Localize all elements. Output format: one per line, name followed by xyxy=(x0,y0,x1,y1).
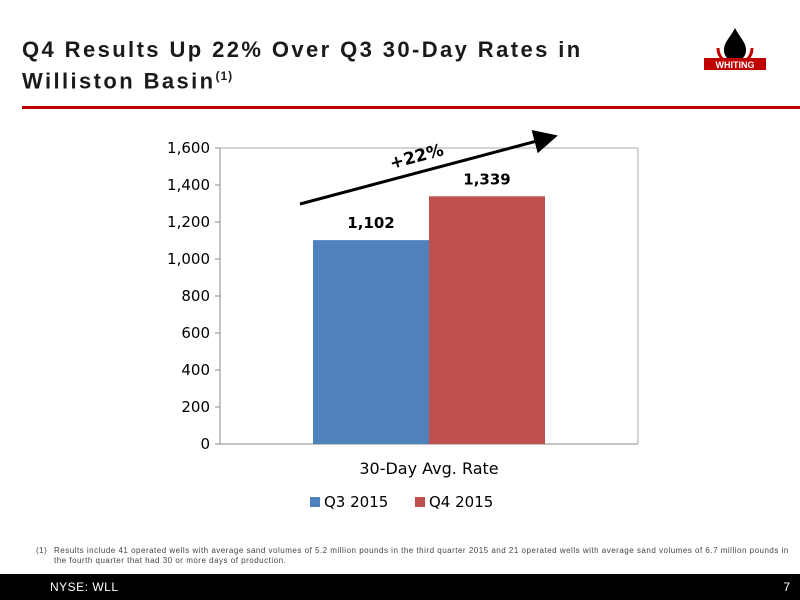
legend-label: Q4 2015 xyxy=(429,493,493,511)
bar-q3-2015 xyxy=(313,240,429,444)
y-tick-label: 800 xyxy=(181,287,210,305)
legend-label: Q3 2015 xyxy=(324,493,388,511)
y-axis: 0 200 400 600 800 1,000 1,200 1,400 1,600 xyxy=(167,139,639,453)
title-text: Q4 Results Up 22% Over Q3 30-Day Rates i… xyxy=(22,37,583,94)
logo-drop-icon xyxy=(724,28,746,61)
logo-text: WHITING xyxy=(716,60,755,70)
y-tick-label: 400 xyxy=(181,361,210,379)
page-number: 7 xyxy=(783,580,790,594)
trend-arrow xyxy=(299,130,558,206)
legend-swatch xyxy=(415,497,425,507)
ticker-symbol: NYSE: WLL xyxy=(50,580,119,594)
page-title: Q4 Results Up 22% Over Q3 30-Day Rates i… xyxy=(22,36,682,94)
y-tick-label: 0 xyxy=(200,435,210,453)
data-label: 1,339 xyxy=(463,170,510,188)
whiting-logo: WHITING xyxy=(704,28,766,70)
title-rule xyxy=(22,106,800,109)
legend: Q3 2015 Q4 2015 xyxy=(310,493,493,511)
footnote: (1) Results include 41 operated wells wi… xyxy=(36,546,790,566)
y-tick-label: 1,000 xyxy=(167,250,210,268)
bars: 1,102 1,339 xyxy=(313,170,545,444)
title-footnote-ref: (1) xyxy=(215,69,234,83)
bar-q4-2015 xyxy=(429,196,545,444)
y-tick-label: 1,400 xyxy=(167,176,210,194)
legend-swatch xyxy=(310,497,320,507)
footer-bar: NYSE: WLL 7 xyxy=(0,574,800,600)
y-tick-label: 1,200 xyxy=(167,213,210,231)
footnote-number: (1) xyxy=(36,546,48,555)
data-label: 1,102 xyxy=(347,214,394,232)
footnote-text: Results include 41 operated wells with a… xyxy=(54,546,789,565)
trend-annotation: +22% xyxy=(299,130,558,206)
y-tick-label: 1,600 xyxy=(167,139,210,157)
x-category-label: 30-Day Avg. Rate xyxy=(359,459,498,478)
y-tick-label: 600 xyxy=(181,324,210,342)
y-tick-label: 200 xyxy=(181,398,210,416)
